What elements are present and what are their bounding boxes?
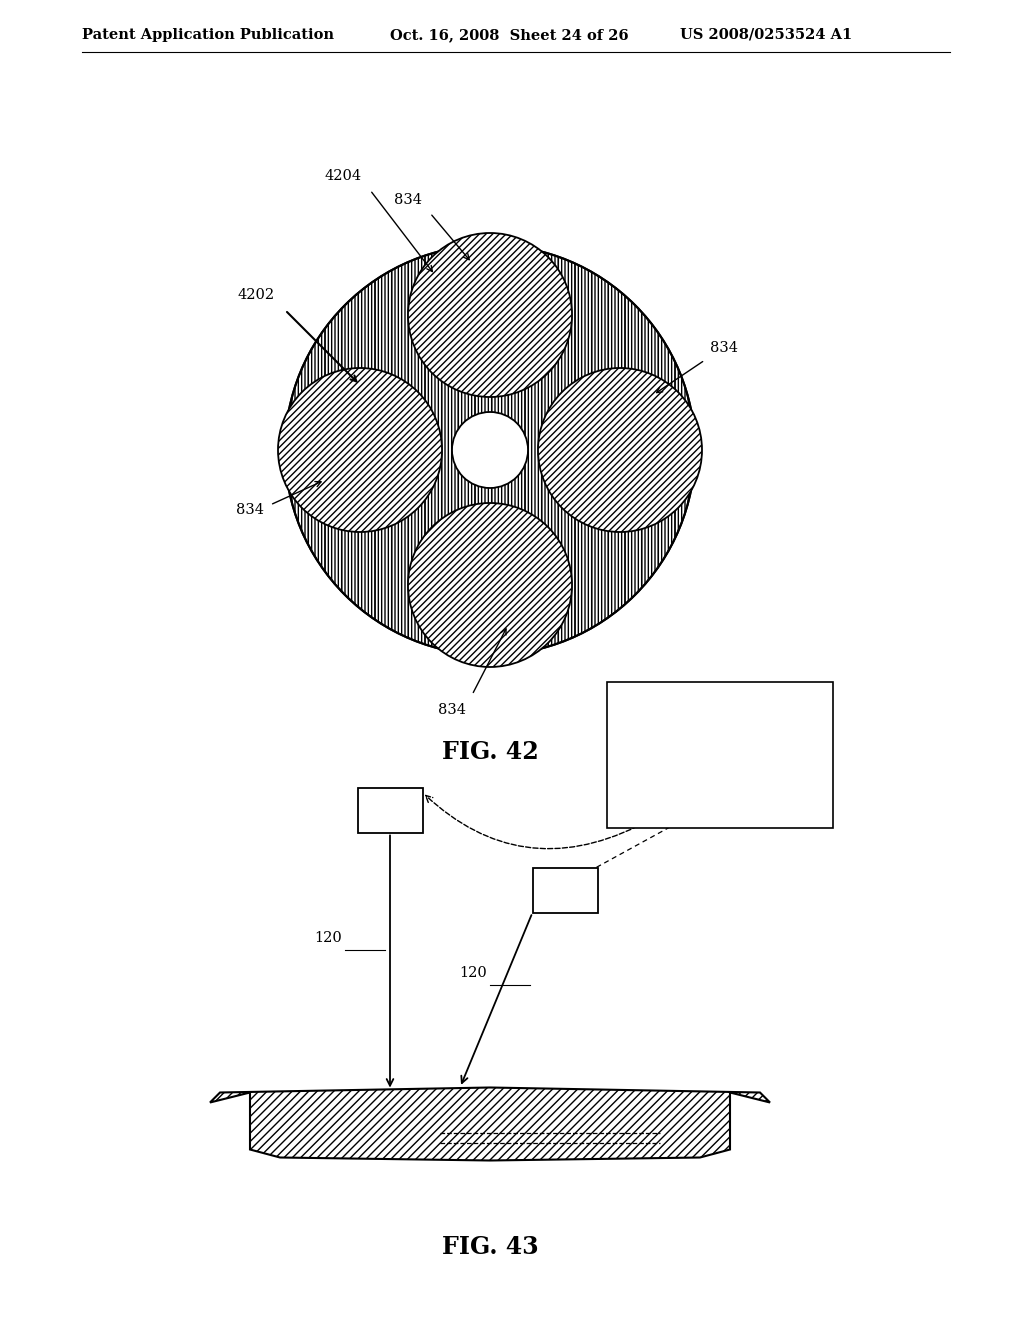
Text: 150: 150 — [550, 882, 581, 899]
Text: FIG. 43: FIG. 43 — [441, 1236, 539, 1259]
Text: 120: 120 — [459, 966, 487, 979]
Text: FIG. 42: FIG. 42 — [441, 741, 539, 764]
Circle shape — [538, 368, 702, 532]
Text: 834: 834 — [710, 341, 738, 355]
Text: US 2008/0253524 A1: US 2008/0253524 A1 — [680, 28, 852, 42]
Circle shape — [408, 503, 572, 667]
Text: 150: 150 — [375, 801, 406, 818]
Text: 834: 834 — [394, 193, 422, 207]
Polygon shape — [210, 1088, 770, 1160]
FancyBboxPatch shape — [357, 788, 423, 833]
Text: 4202: 4202 — [238, 288, 275, 302]
FancyBboxPatch shape — [607, 682, 833, 828]
FancyBboxPatch shape — [532, 867, 597, 912]
Circle shape — [285, 246, 695, 655]
Text: 834: 834 — [438, 704, 466, 717]
Text: Patent Application Publication: Patent Application Publication — [82, 28, 334, 42]
Circle shape — [278, 368, 442, 532]
Text: 834: 834 — [236, 503, 264, 517]
Circle shape — [408, 234, 572, 397]
Text: Adjustment or
control mechanism
302 (reconfigures
150 and/or 151): Adjustment or control mechanism 302 (rec… — [656, 722, 784, 788]
Text: 120: 120 — [314, 931, 342, 945]
Text: Oct. 16, 2008  Sheet 24 of 26: Oct. 16, 2008 Sheet 24 of 26 — [390, 28, 629, 42]
Text: 4204: 4204 — [325, 169, 362, 183]
Circle shape — [452, 412, 528, 488]
